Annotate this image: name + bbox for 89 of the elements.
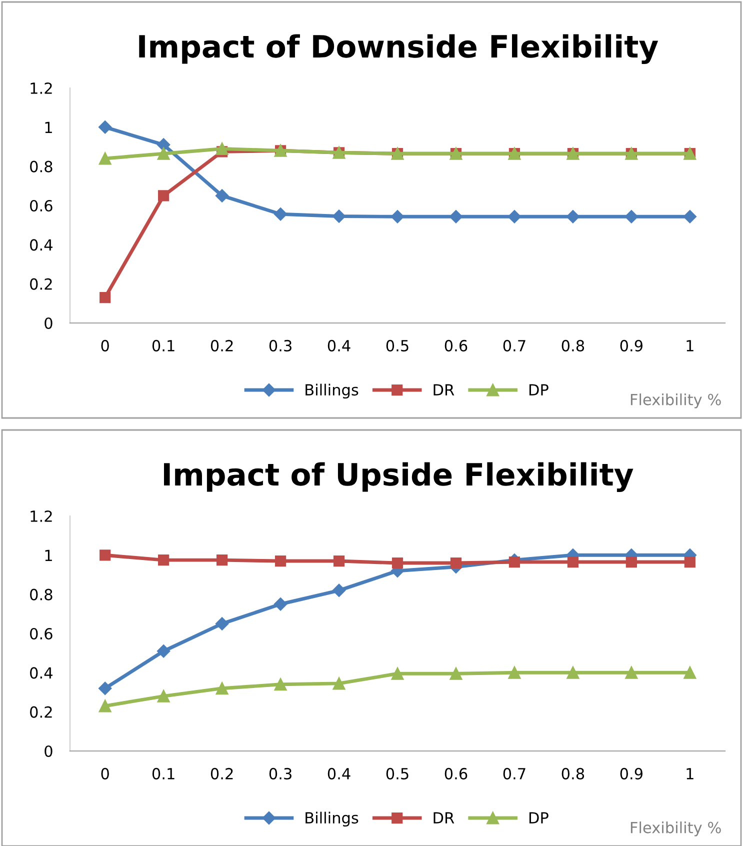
point bbox=[392, 557, 404, 569]
y-tick-label: 1.2 bbox=[30, 510, 52, 522]
x-axis-title: Flexibility % bbox=[630, 394, 721, 408]
point bbox=[683, 210, 696, 224]
point bbox=[98, 700, 112, 712]
point bbox=[332, 584, 346, 598]
x-tick-label: 0.8 bbox=[562, 340, 584, 352]
point bbox=[98, 152, 112, 165]
point bbox=[624, 210, 638, 224]
y-tick-label: 1 bbox=[45, 550, 52, 561]
x-tick-label: 0.4 bbox=[328, 768, 350, 780]
point bbox=[274, 555, 286, 567]
x-tick-label: 0.8 bbox=[562, 768, 584, 780]
x-tick-label: 0 bbox=[101, 768, 109, 780]
point bbox=[684, 556, 696, 568]
point bbox=[508, 666, 521, 679]
point bbox=[684, 666, 696, 679]
point bbox=[567, 556, 578, 568]
point bbox=[390, 210, 404, 224]
x-tick-label: 0.7 bbox=[503, 340, 526, 352]
legend-label: DP bbox=[529, 812, 548, 824]
y-tick-label: 0 bbox=[44, 745, 52, 758]
point bbox=[566, 210, 580, 224]
point bbox=[566, 666, 580, 679]
chart-title: Impact of Downside Flexibility bbox=[139, 34, 658, 64]
y-tick-label: 0.8 bbox=[30, 588, 52, 600]
point bbox=[274, 678, 287, 691]
point bbox=[332, 677, 346, 690]
legend-label: Billings bbox=[306, 384, 358, 399]
x-tick-label: 0.3 bbox=[269, 768, 292, 780]
x-tick-label: 1 bbox=[686, 340, 694, 352]
x-tick-label: 0.1 bbox=[152, 768, 174, 780]
x-axis-title: Flexibility % bbox=[630, 822, 721, 836]
legend-label: Billings bbox=[306, 812, 358, 827]
y-tick-label: 0.6 bbox=[30, 628, 52, 640]
x-tick-label: 0.5 bbox=[386, 340, 408, 352]
legend-label: DP bbox=[529, 384, 548, 396]
point bbox=[391, 667, 404, 680]
y-tick-label: 0 bbox=[44, 317, 52, 330]
y-tick-label: 0.2 bbox=[30, 278, 52, 290]
point bbox=[215, 617, 229, 630]
point bbox=[158, 554, 170, 566]
y-tick-label: 0.4 bbox=[30, 667, 52, 679]
x-tick-label: 0.7 bbox=[503, 768, 526, 780]
point bbox=[450, 667, 462, 680]
point bbox=[156, 644, 170, 658]
point bbox=[450, 557, 462, 569]
y-tick-label: 0.4 bbox=[30, 239, 52, 251]
legend-label: DR bbox=[434, 812, 454, 824]
y-tick-label: 0.2 bbox=[30, 706, 52, 718]
x-tick-label: 0.9 bbox=[620, 340, 643, 352]
y-tick-label: 1 bbox=[45, 122, 52, 133]
point bbox=[332, 210, 346, 223]
point bbox=[274, 598, 288, 611]
y-tick-label: 1.2 bbox=[30, 82, 52, 94]
point bbox=[98, 120, 112, 134]
point bbox=[626, 556, 637, 568]
x-tick-label: 0 bbox=[101, 340, 109, 352]
point bbox=[156, 138, 170, 152]
point bbox=[216, 554, 228, 566]
chart-title: Impact of Upside Flexibility bbox=[164, 462, 634, 492]
x-tick-label: 0.4 bbox=[328, 340, 350, 352]
point bbox=[216, 682, 228, 695]
point bbox=[158, 190, 170, 202]
x-tick-label: 0.6 bbox=[444, 340, 468, 352]
point bbox=[625, 666, 638, 679]
x-tick-label: 1 bbox=[686, 768, 694, 780]
x-tick-label: 0.1 bbox=[152, 340, 174, 352]
point bbox=[508, 556, 520, 568]
point bbox=[449, 210, 463, 224]
x-tick-label: 0.2 bbox=[210, 768, 233, 780]
point bbox=[100, 550, 111, 561]
x-tick-label: 0.5 bbox=[386, 768, 408, 780]
point bbox=[100, 292, 111, 304]
x-tick-label: 0.3 bbox=[269, 340, 292, 352]
point bbox=[215, 189, 229, 202]
y-tick-label: 0.8 bbox=[30, 160, 52, 172]
x-tick-label: 0.9 bbox=[620, 768, 643, 780]
legend-label: DR bbox=[434, 384, 454, 396]
point bbox=[157, 690, 170, 702]
point bbox=[216, 142, 228, 155]
point bbox=[508, 210, 522, 224]
point bbox=[98, 682, 112, 695]
x-tick-label: 0.2 bbox=[210, 340, 233, 352]
y-tick-label: 0.6 bbox=[30, 200, 52, 212]
point bbox=[333, 555, 345, 567]
x-tick-label: 0.6 bbox=[444, 768, 468, 780]
point bbox=[274, 208, 288, 221]
point bbox=[157, 147, 170, 160]
